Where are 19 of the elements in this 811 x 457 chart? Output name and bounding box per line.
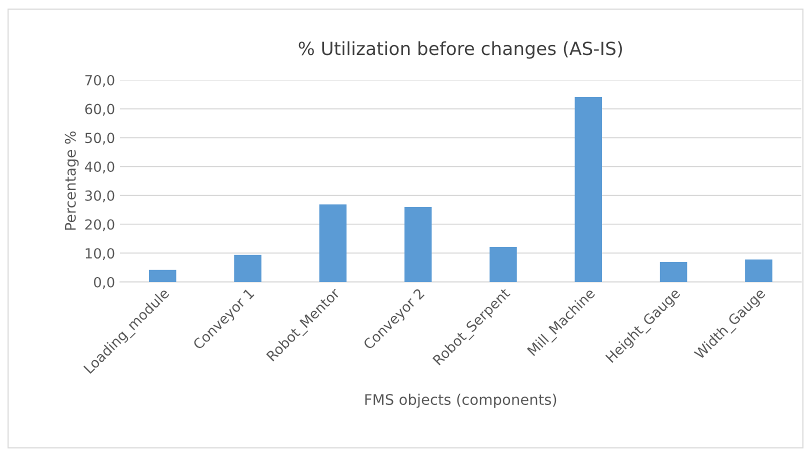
- x-axis-title: FMS objects (components): [365, 394, 556, 408]
- chart-title: % Utilization before changes (AS-IS): [298, 41, 622, 59]
- y-tick-label: 70,0: [85, 74, 114, 87]
- bar: [319, 204, 347, 282]
- bar: [574, 97, 602, 282]
- y-tick-label: 20,0: [85, 219, 114, 232]
- bar: [404, 206, 432, 282]
- y-tick-label: 30,0: [85, 190, 114, 202]
- y-tick-label: 0,0: [94, 276, 114, 289]
- y-tick-label: 60,0: [85, 104, 114, 116]
- bar: [490, 247, 517, 282]
- bar: [234, 254, 262, 282]
- y-axis-title: Percentage %: [64, 132, 79, 230]
- bar: [660, 262, 688, 282]
- y-tick-label: 10,0: [86, 248, 114, 260]
- bar: [745, 259, 772, 282]
- y-tick-label: 50,0: [85, 132, 114, 145]
- bar: [148, 270, 176, 282]
- y-tick-label: 40,0: [84, 162, 114, 174]
